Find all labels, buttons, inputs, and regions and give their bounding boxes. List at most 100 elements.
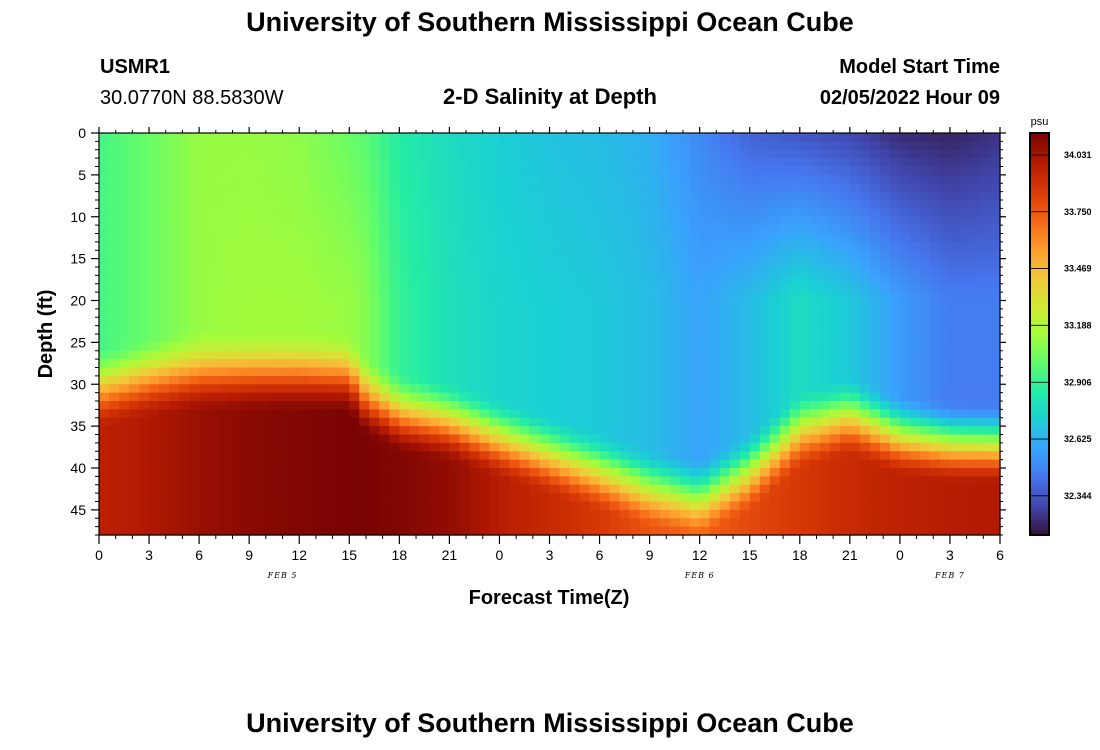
heatmap-cell xyxy=(449,367,460,377)
heatmap-cell xyxy=(409,409,420,419)
heatmap-cell xyxy=(349,426,360,436)
heatmap-cell xyxy=(309,501,320,511)
heatmap-cell xyxy=(429,233,440,243)
heatmap-cell xyxy=(639,275,651,285)
heatmap-cell xyxy=(339,325,350,335)
heatmap-cell xyxy=(359,225,370,235)
heatmap-cell xyxy=(409,283,420,293)
heatmap-cell xyxy=(369,283,380,293)
heatmap-cell xyxy=(179,250,190,260)
heatmap-cell xyxy=(949,216,961,226)
heatmap-cell xyxy=(649,334,661,343)
heatmap-cell xyxy=(499,149,511,159)
heatmap-cell xyxy=(379,375,390,385)
heatmap-cell xyxy=(159,442,170,452)
heatmap-cell xyxy=(369,493,380,503)
heatmap-cell xyxy=(609,200,621,209)
heatmap-cell xyxy=(359,325,370,335)
heatmap-cell xyxy=(289,375,300,385)
heatmap-cell xyxy=(899,133,911,142)
heatmap-cell xyxy=(809,308,821,318)
heatmap-cell xyxy=(609,392,621,402)
heatmap-cell xyxy=(469,275,481,285)
heatmap-cell xyxy=(769,258,781,268)
heatmap-cell xyxy=(739,267,751,276)
heatmap-cell xyxy=(119,133,130,142)
heatmap-cell xyxy=(869,191,881,201)
heatmap-cell xyxy=(339,216,350,226)
heatmap-cell xyxy=(589,275,601,285)
heatmap-cell xyxy=(979,275,991,285)
heatmap-cell xyxy=(979,241,991,251)
heatmap-cell xyxy=(779,275,791,285)
heatmap-cell xyxy=(569,426,581,436)
heatmap-cell xyxy=(409,367,420,377)
heatmap-cell xyxy=(479,350,491,360)
heatmap-cell xyxy=(919,183,931,193)
heatmap-cell xyxy=(719,200,731,209)
heatmap-cell xyxy=(809,401,821,410)
heatmap-cell xyxy=(279,258,290,268)
heatmap-cell xyxy=(619,233,631,243)
heatmap-cell xyxy=(359,250,370,260)
heatmap-cell xyxy=(549,158,561,168)
heatmap-cell xyxy=(559,392,571,402)
heatmap-cell xyxy=(739,509,751,519)
heatmap-cell xyxy=(799,258,811,268)
heatmap-cell xyxy=(579,350,591,360)
heatmap-cell xyxy=(419,501,430,511)
heatmap-cell xyxy=(159,275,170,285)
heatmap-cell xyxy=(339,241,350,251)
heatmap-cell xyxy=(759,384,771,394)
heatmap-cell xyxy=(969,166,981,176)
heatmap-cell xyxy=(759,367,771,377)
heatmap-cell xyxy=(489,208,501,218)
heatmap-cell xyxy=(989,417,1001,427)
heatmap-cell xyxy=(429,501,440,511)
heatmap-cell xyxy=(249,216,260,226)
heatmap-cell xyxy=(719,133,731,142)
heatmap-cell xyxy=(709,334,721,343)
heatmap-cell xyxy=(339,191,350,201)
heatmap-cell xyxy=(129,526,140,536)
heatmap-cell xyxy=(129,308,140,318)
heatmap-cell xyxy=(589,241,601,251)
heatmap-cell xyxy=(349,191,360,201)
heatmap-cell xyxy=(139,317,150,327)
heatmap-cell xyxy=(879,191,891,201)
heatmap-cell xyxy=(549,426,561,436)
heatmap-cell xyxy=(829,434,841,444)
heatmap-cell xyxy=(419,225,430,235)
heatmap-cell xyxy=(299,258,310,268)
heatmap-cell xyxy=(119,325,130,335)
heatmap-cell xyxy=(239,317,250,327)
heatmap-cell xyxy=(359,133,370,142)
heatmap-cell xyxy=(809,216,821,226)
heatmap-cell xyxy=(559,426,571,436)
heatmap-cell xyxy=(869,334,881,343)
heatmap-cell xyxy=(99,359,110,369)
heatmap-cell xyxy=(839,509,851,519)
heatmap-cell xyxy=(119,434,130,444)
heatmap-cell xyxy=(819,191,831,201)
heatmap-cell xyxy=(809,325,821,335)
heatmap-cell xyxy=(639,208,651,218)
heatmap-cell xyxy=(739,292,751,302)
heatmap-cell xyxy=(429,317,440,327)
heatmap-cell xyxy=(269,401,280,410)
heatmap-cell xyxy=(289,484,300,494)
heatmap-cell xyxy=(679,283,691,293)
heatmap-cell xyxy=(219,292,230,302)
heatmap-cell xyxy=(299,183,310,193)
heatmap-cell xyxy=(189,308,200,318)
heatmap-cell xyxy=(919,250,931,260)
heatmap-cell xyxy=(209,493,220,503)
heatmap-cell xyxy=(579,334,591,343)
heatmap-cell xyxy=(649,359,661,369)
heatmap-cell xyxy=(879,350,891,360)
heatmap-cell xyxy=(309,183,320,193)
heatmap-cell xyxy=(489,158,501,168)
heatmap-cell xyxy=(319,292,330,302)
heatmap-cell xyxy=(189,258,200,268)
heatmap-cell xyxy=(209,409,220,419)
